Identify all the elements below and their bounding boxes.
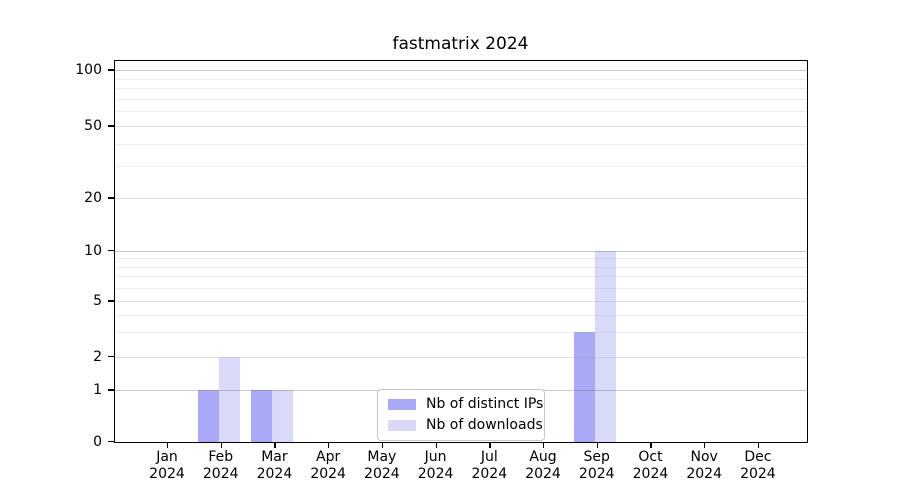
- y-tick-label: 100: [75, 62, 102, 78]
- y-tick-mark: [108, 197, 114, 199]
- y-tick-mark: [108, 440, 114, 443]
- gridline-minor: [114, 266, 807, 268]
- legend-label-distinct-ips: Nb of distinct IPs: [426, 396, 544, 412]
- legend-swatch-distinct-ips: [388, 398, 416, 410]
- gridline-minor: [114, 166, 807, 168]
- y-tick-label: 1: [93, 382, 102, 398]
- y-tick-mark: [108, 355, 114, 358]
- x-tick-mark: [328, 443, 330, 448]
- x-tick-mark: [167, 443, 169, 448]
- x-tick-label-may: May 2024: [364, 449, 400, 482]
- legend-label-downloads: Nb of downloads: [426, 417, 543, 433]
- bar-downloads-sep: [594, 250, 616, 443]
- bar-downloads-feb: [218, 356, 240, 443]
- y-tick-mark: [108, 125, 114, 127]
- y-tick-label: 50: [84, 118, 102, 134]
- gridline-major: [114, 198, 807, 199]
- y-tick-mark: [108, 69, 114, 71]
- x-tick-mark: [757, 443, 760, 448]
- x-tick-label-jun: Jun 2024: [417, 449, 454, 482]
- x-tick-mark: [596, 443, 598, 448]
- gridline-minor: [114, 98, 807, 100]
- x-tick-mark: [381, 443, 384, 448]
- x-tick-label-sep: Sep 2024: [578, 449, 615, 482]
- y-tick-label: 0: [93, 433, 102, 450]
- y-tick-mark: [108, 300, 114, 302]
- legend-swatch-downloads: [388, 419, 416, 431]
- gridline-major: [114, 301, 807, 302]
- bar-distinct-ips-feb: [197, 390, 219, 443]
- x-tick-mark: [543, 443, 545, 448]
- gridline-major: [114, 126, 807, 127]
- bar-distinct-ips-sep: [573, 331, 595, 443]
- x-tick-label-nov: Nov 2024: [686, 449, 722, 482]
- legend-item-distinct-ips: Nb of distinct IPs: [388, 397, 544, 411]
- gridline-minor: [114, 331, 807, 333]
- x-tick-label-mar: Mar 2024: [256, 449, 293, 482]
- x-tick-label-feb: Feb 2024: [202, 449, 239, 482]
- x-tick-mark: [650, 443, 652, 448]
- plot-border: [113, 59, 808, 443]
- chart-title: fastmatrix 2024: [392, 34, 529, 54]
- bar-downloads-mar: [272, 390, 294, 443]
- y-tick-label: 5: [93, 293, 102, 309]
- x-tick-label-jul: Jul 2024: [471, 449, 508, 482]
- y-tick-mark: [108, 249, 114, 252]
- bar-distinct-ips-mar: [251, 390, 273, 443]
- x-tick-mark: [274, 443, 276, 448]
- x-tick-label-aug: Aug 2024: [525, 449, 561, 482]
- gridline-major: [114, 70, 807, 72]
- gridline-minor: [114, 276, 807, 278]
- x-tick-label-apr: Apr 2024: [310, 449, 346, 482]
- x-tick-label-dec: Dec 2024: [740, 449, 776, 482]
- gridline-minor: [114, 88, 807, 90]
- y-tick-label: 20: [84, 190, 102, 206]
- gridline-minor: [114, 287, 807, 289]
- gridline-minor: [114, 258, 807, 260]
- gridline-minor: [114, 78, 807, 80]
- gridline-major: [114, 250, 807, 252]
- x-tick-mark: [489, 443, 491, 448]
- gridline-minor: [114, 314, 807, 316]
- x-tick-label-jan: Jan 2024: [149, 449, 185, 482]
- legend: Nb of distinct IPs Nb of downloads: [377, 389, 545, 441]
- y-tick-label: 10: [84, 242, 102, 259]
- x-tick-mark: [435, 443, 437, 448]
- x-tick-mark: [220, 443, 222, 448]
- x-tick-label-oct: Oct 2024: [632, 449, 669, 482]
- gridline-minor: [114, 111, 807, 113]
- legend-item-downloads: Nb of downloads: [388, 418, 544, 432]
- x-tick-mark: [704, 443, 706, 448]
- gridline-minor: [114, 143, 807, 145]
- y-tick-label: 2: [93, 348, 102, 365]
- y-tick-mark: [108, 389, 114, 391]
